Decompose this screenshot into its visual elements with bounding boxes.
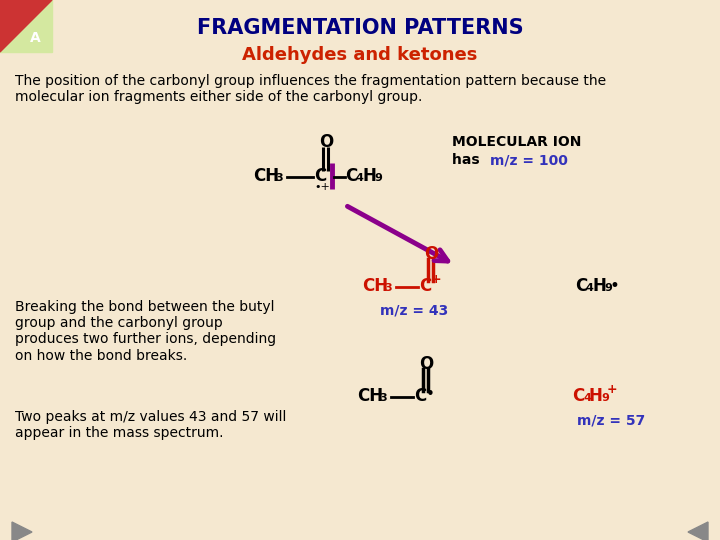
- Text: O: O: [424, 245, 438, 263]
- Text: C: C: [345, 167, 357, 185]
- Polygon shape: [12, 522, 32, 540]
- Text: Two peaks at m/z values 43 and 57 will
appear in the mass spectrum.: Two peaks at m/z values 43 and 57 will a…: [15, 410, 287, 440]
- Text: has: has: [452, 153, 490, 167]
- Polygon shape: [688, 522, 708, 540]
- Text: CH: CH: [357, 387, 383, 405]
- Text: O: O: [419, 355, 433, 373]
- Text: 9: 9: [374, 173, 382, 183]
- Text: CH: CH: [253, 167, 279, 185]
- Text: 4: 4: [583, 393, 591, 403]
- Text: Aldehydes and ketones: Aldehydes and ketones: [243, 46, 477, 64]
- Text: m/z = 100: m/z = 100: [490, 153, 568, 167]
- Text: Breaking the bond between the butyl
group and the carbonyl group
produces two fu: Breaking the bond between the butyl grou…: [15, 300, 276, 362]
- Text: C: C: [572, 387, 584, 405]
- Text: 3: 3: [384, 283, 392, 293]
- Text: +: +: [431, 273, 441, 286]
- Text: 4: 4: [586, 283, 594, 293]
- Text: C: C: [419, 277, 431, 295]
- Text: C: C: [314, 167, 326, 185]
- Polygon shape: [0, 0, 52, 52]
- Text: •: •: [610, 277, 620, 295]
- Text: 9: 9: [601, 393, 609, 403]
- Text: m/z = 43: m/z = 43: [380, 303, 449, 317]
- Text: 9: 9: [604, 283, 612, 293]
- Text: FRAGMENTATION PATTERNS: FRAGMENTATION PATTERNS: [197, 18, 523, 38]
- Text: •: •: [426, 387, 435, 402]
- Text: 3: 3: [275, 173, 283, 183]
- Text: m/z = 57: m/z = 57: [577, 413, 645, 427]
- Text: +: +: [607, 383, 618, 396]
- Text: •+: •+: [314, 182, 330, 192]
- Text: 4: 4: [356, 173, 364, 183]
- Text: A: A: [30, 31, 40, 45]
- Text: H: H: [589, 387, 603, 405]
- Text: CH: CH: [362, 277, 388, 295]
- Text: H: H: [592, 277, 606, 295]
- Text: O: O: [319, 133, 333, 151]
- Text: The position of the carbonyl group influences the fragmentation pattern because : The position of the carbonyl group influ…: [15, 74, 606, 104]
- Text: C: C: [575, 277, 588, 295]
- Text: H: H: [362, 167, 376, 185]
- Text: MOLECULAR ION: MOLECULAR ION: [452, 135, 581, 149]
- Text: 3: 3: [379, 393, 387, 403]
- Text: C: C: [414, 387, 426, 405]
- Bar: [0, 0, 52, 52]
